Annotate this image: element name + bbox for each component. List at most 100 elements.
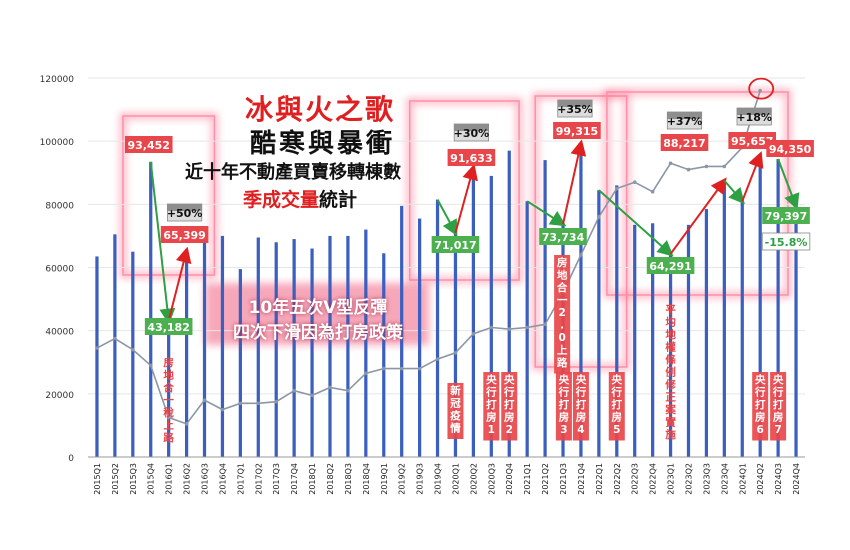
title-line-4: 季成交量統計 (243, 185, 357, 212)
value-label-box-top (454, 124, 489, 131)
event-label-char: 3 (560, 424, 567, 436)
event-label-char: 正 (665, 392, 676, 404)
value-label: 99,315 (556, 125, 598, 138)
x-tick-label: 2022Q2 (613, 463, 622, 495)
event-label-char: 房 (755, 411, 766, 424)
trend-arrow (167, 246, 192, 321)
bar (131, 251, 135, 457)
trend-arrow (669, 177, 727, 255)
y-tick-label: 20000 (45, 391, 74, 401)
bar (256, 237, 260, 457)
value-labels: 93,452 43,182 65,399 +50% 71,017 91,633 +30% 73… (124, 99, 814, 335)
x-tick-label: 2023Q3 (702, 463, 711, 495)
bar (400, 205, 404, 457)
event-label-char: 央 (576, 373, 587, 386)
x-tick-label: 2017Q2 (254, 463, 263, 495)
event-label-char: 央 (612, 373, 623, 386)
bar (776, 159, 780, 458)
line-point (686, 167, 691, 172)
event-label-char: 打 (504, 398, 515, 411)
line-point (614, 186, 619, 191)
event-label-char: 房 (504, 411, 515, 424)
y-tick-label: 40000 (45, 328, 74, 338)
event-label-char: 行 (754, 386, 766, 399)
bar (113, 234, 117, 457)
bar (740, 201, 744, 457)
event-label-char: . (560, 320, 564, 332)
value-label: +37% (667, 115, 703, 128)
x-tick-label: 2016Q1 (165, 463, 174, 495)
event-labels: 房地合一稅上路新冠疫情央行打房1央行打房2房地合一2.0上路央行打房3央行打房4… (162, 255, 787, 444)
bar (489, 175, 493, 458)
line-point (238, 401, 243, 406)
bar (453, 232, 458, 457)
x-tick-label: 2023Q1 (667, 463, 676, 495)
value-label-box (539, 228, 587, 245)
y-tick-label: 80000 (45, 201, 74, 211)
event-label-char: 2 (558, 307, 565, 319)
bar (794, 206, 798, 457)
bar (686, 224, 691, 457)
x-tick-label: 2018Q4 (362, 463, 371, 495)
line-point (113, 336, 117, 341)
event-label-char: 行 (611, 386, 623, 399)
highlight-boxes (119, 89, 791, 370)
event-label-char: 央 (773, 373, 784, 386)
event-label-char: 案 (664, 403, 676, 416)
title-line-1: 冰與火之歌 (245, 93, 396, 126)
x-tick-label: 2016Q4 (218, 463, 227, 495)
slogan-line-2: 四次下滑因為打房政策 (233, 323, 403, 343)
title-line-4-red: 季成交量 (243, 189, 320, 211)
event-label-char: 路 (163, 431, 174, 444)
x-tick-label: 2023Q4 (720, 463, 729, 495)
event-label-char: 均 (665, 316, 676, 329)
line-point (489, 325, 494, 330)
x-tick-label: 2021Q1 (523, 463, 532, 495)
value-label-box (766, 140, 814, 157)
line-path (96, 90, 761, 425)
event-label-char: 疫 (450, 409, 461, 422)
x-tick-label: 2018Q2 (326, 463, 335, 495)
value-label: 43,182 (147, 321, 189, 334)
event-label-char: 行 (558, 386, 570, 399)
line-point (202, 398, 207, 402)
event-box (555, 372, 572, 441)
x-tick-label: 2024Q3 (774, 463, 783, 495)
value-label: 71,017 (434, 239, 476, 252)
x-tick-label: 2018Q3 (344, 463, 353, 495)
value-label: +35% (557, 103, 593, 116)
value-label-box (447, 149, 496, 166)
trend-arrow (777, 158, 800, 210)
event-label-char: 0 (558, 332, 565, 344)
value-label-box (660, 134, 709, 151)
title-line-2: 酷寒與暴衝 (250, 129, 396, 159)
event-label-char: 上 (557, 344, 568, 357)
value-label-box-top (736, 108, 772, 115)
event-label-char: 路 (557, 356, 568, 369)
trend-arrow (149, 161, 176, 325)
event-label-char: 房 (773, 411, 784, 424)
x-tick-label: 2022Q4 (649, 463, 658, 495)
x-tick-label: 2023Q2 (684, 463, 693, 495)
line-point (650, 189, 655, 194)
event-label-char: 央 (486, 373, 497, 386)
bar (95, 256, 99, 457)
trend-arrow (598, 189, 674, 257)
line-point (184, 422, 189, 426)
event-label-char: 地 (665, 328, 676, 341)
value-label: 79,397 (765, 210, 807, 223)
event-label-char: 例 (665, 366, 676, 379)
event-label-char: 行 (575, 386, 587, 399)
x-tick-label: 2021Q3 (559, 463, 568, 495)
line-point (525, 325, 529, 330)
line-point (579, 253, 583, 257)
event-box (501, 372, 518, 441)
value-label: 94,350 (769, 143, 812, 156)
line-point (704, 164, 709, 169)
bar (238, 269, 242, 457)
event-box (770, 372, 787, 441)
peak-circle (748, 77, 775, 100)
event-label-char: 房 (559, 411, 570, 424)
x-tick-label: 2022Q3 (631, 463, 640, 495)
line-point (471, 332, 476, 336)
